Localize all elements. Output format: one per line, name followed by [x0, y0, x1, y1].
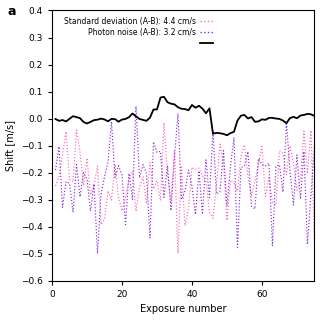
X-axis label: Exposure number: Exposure number [140, 304, 227, 315]
Legend: Standard deviation (A-B): 4.4 cm/s, Photon noise (A-B): 3.2 cm/s, : Standard deviation (A-B): 4.4 cm/s, Phot… [64, 17, 213, 48]
Y-axis label: Shift [m/s]: Shift [m/s] [5, 120, 16, 171]
Text: a: a [7, 5, 16, 18]
